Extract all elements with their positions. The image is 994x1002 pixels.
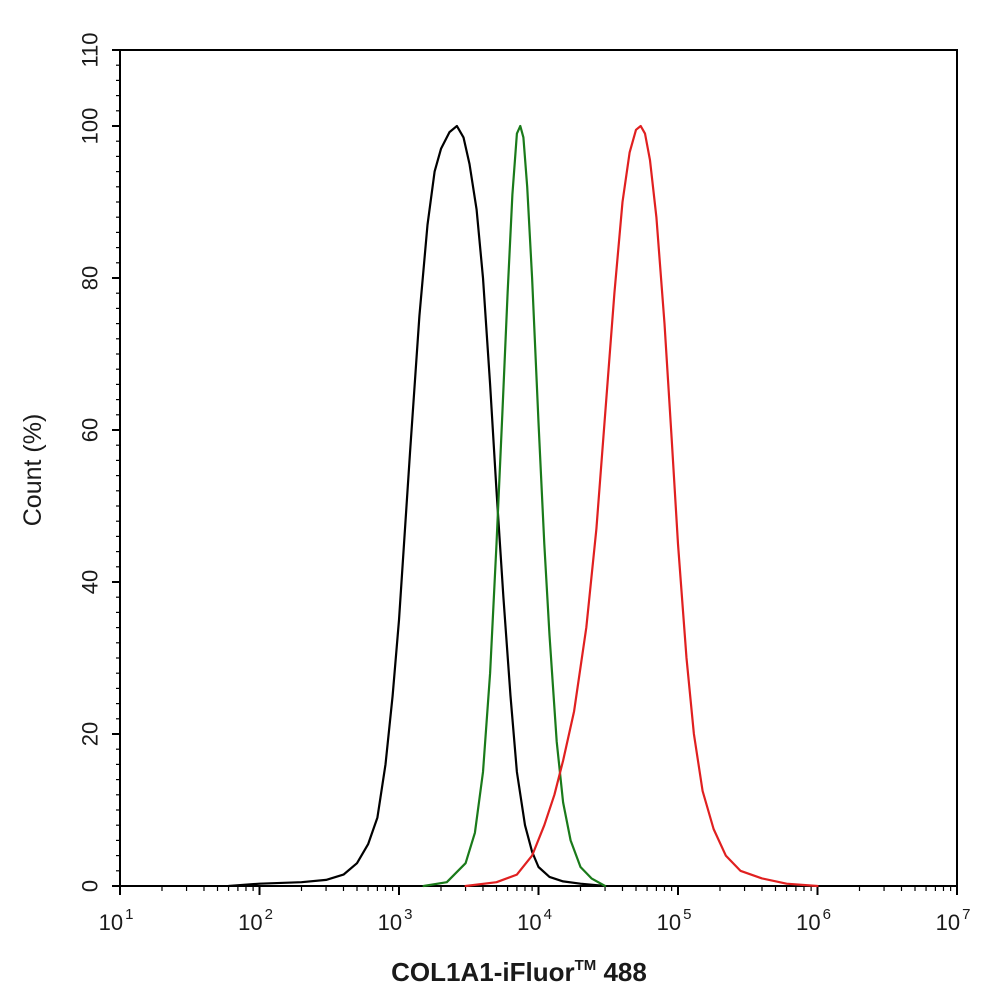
y-tick-label: 20 (78, 722, 103, 746)
plot-frame (119, 49, 958, 887)
x-tick-label: 10 4 (517, 906, 552, 935)
axes (112, 49, 958, 895)
y-tick-label: 60 (78, 418, 103, 442)
x-tick-label: 10 6 (796, 906, 831, 935)
y-tick-label: 0 (78, 880, 103, 892)
histogram-series-1 (227, 124, 607, 888)
x-tick-label-exponent: 2 (265, 906, 273, 923)
histogram-curves (227, 124, 819, 888)
x-tick-label: 10 1 (99, 906, 134, 935)
y-axis-label: Count (%) (19, 414, 47, 527)
x-tick-label-exponent: 5 (683, 906, 691, 923)
x-tick-label-base: 10 (936, 910, 960, 935)
histogram-series-3 (464, 124, 819, 888)
x-axis-label-suffix: 488 (596, 957, 647, 987)
x-tick-label: 10 2 (238, 906, 273, 935)
x-tick-label-base: 10 (517, 910, 541, 935)
x-tick-label-base: 10 (238, 910, 262, 935)
x-tick-label-base: 10 (378, 910, 402, 935)
x-tick-label-exponent: 6 (823, 906, 831, 923)
x-axis-label-sup: TM (575, 957, 597, 974)
x-tick-label: 10 7 (936, 906, 971, 935)
y-tick-label: 80 (78, 266, 103, 290)
x-tick-label-base: 10 (99, 910, 123, 935)
x-tick-label-exponent: 1 (125, 906, 133, 923)
y-tick-label: 110 (78, 32, 103, 67)
x-tick-label-base: 10 (796, 910, 820, 935)
y-tick-label: 100 (78, 108, 103, 145)
x-tick-label-exponent: 4 (544, 906, 552, 923)
x-axis-label: COL1A1-iFluorTM 488 (391, 957, 647, 987)
x-tick-label: 10 5 (657, 906, 692, 935)
x-tick-label-exponent: 3 (404, 906, 412, 923)
histogram-series-2 (422, 124, 607, 888)
x-tick-label: 10 3 (378, 906, 413, 935)
x-tick-label-exponent: 7 (962, 906, 970, 923)
y-tick-label: 40 (78, 570, 103, 594)
x-axis-label-main: COL1A1-iFluor (391, 957, 574, 987)
x-tick-label-base: 10 (657, 910, 681, 935)
